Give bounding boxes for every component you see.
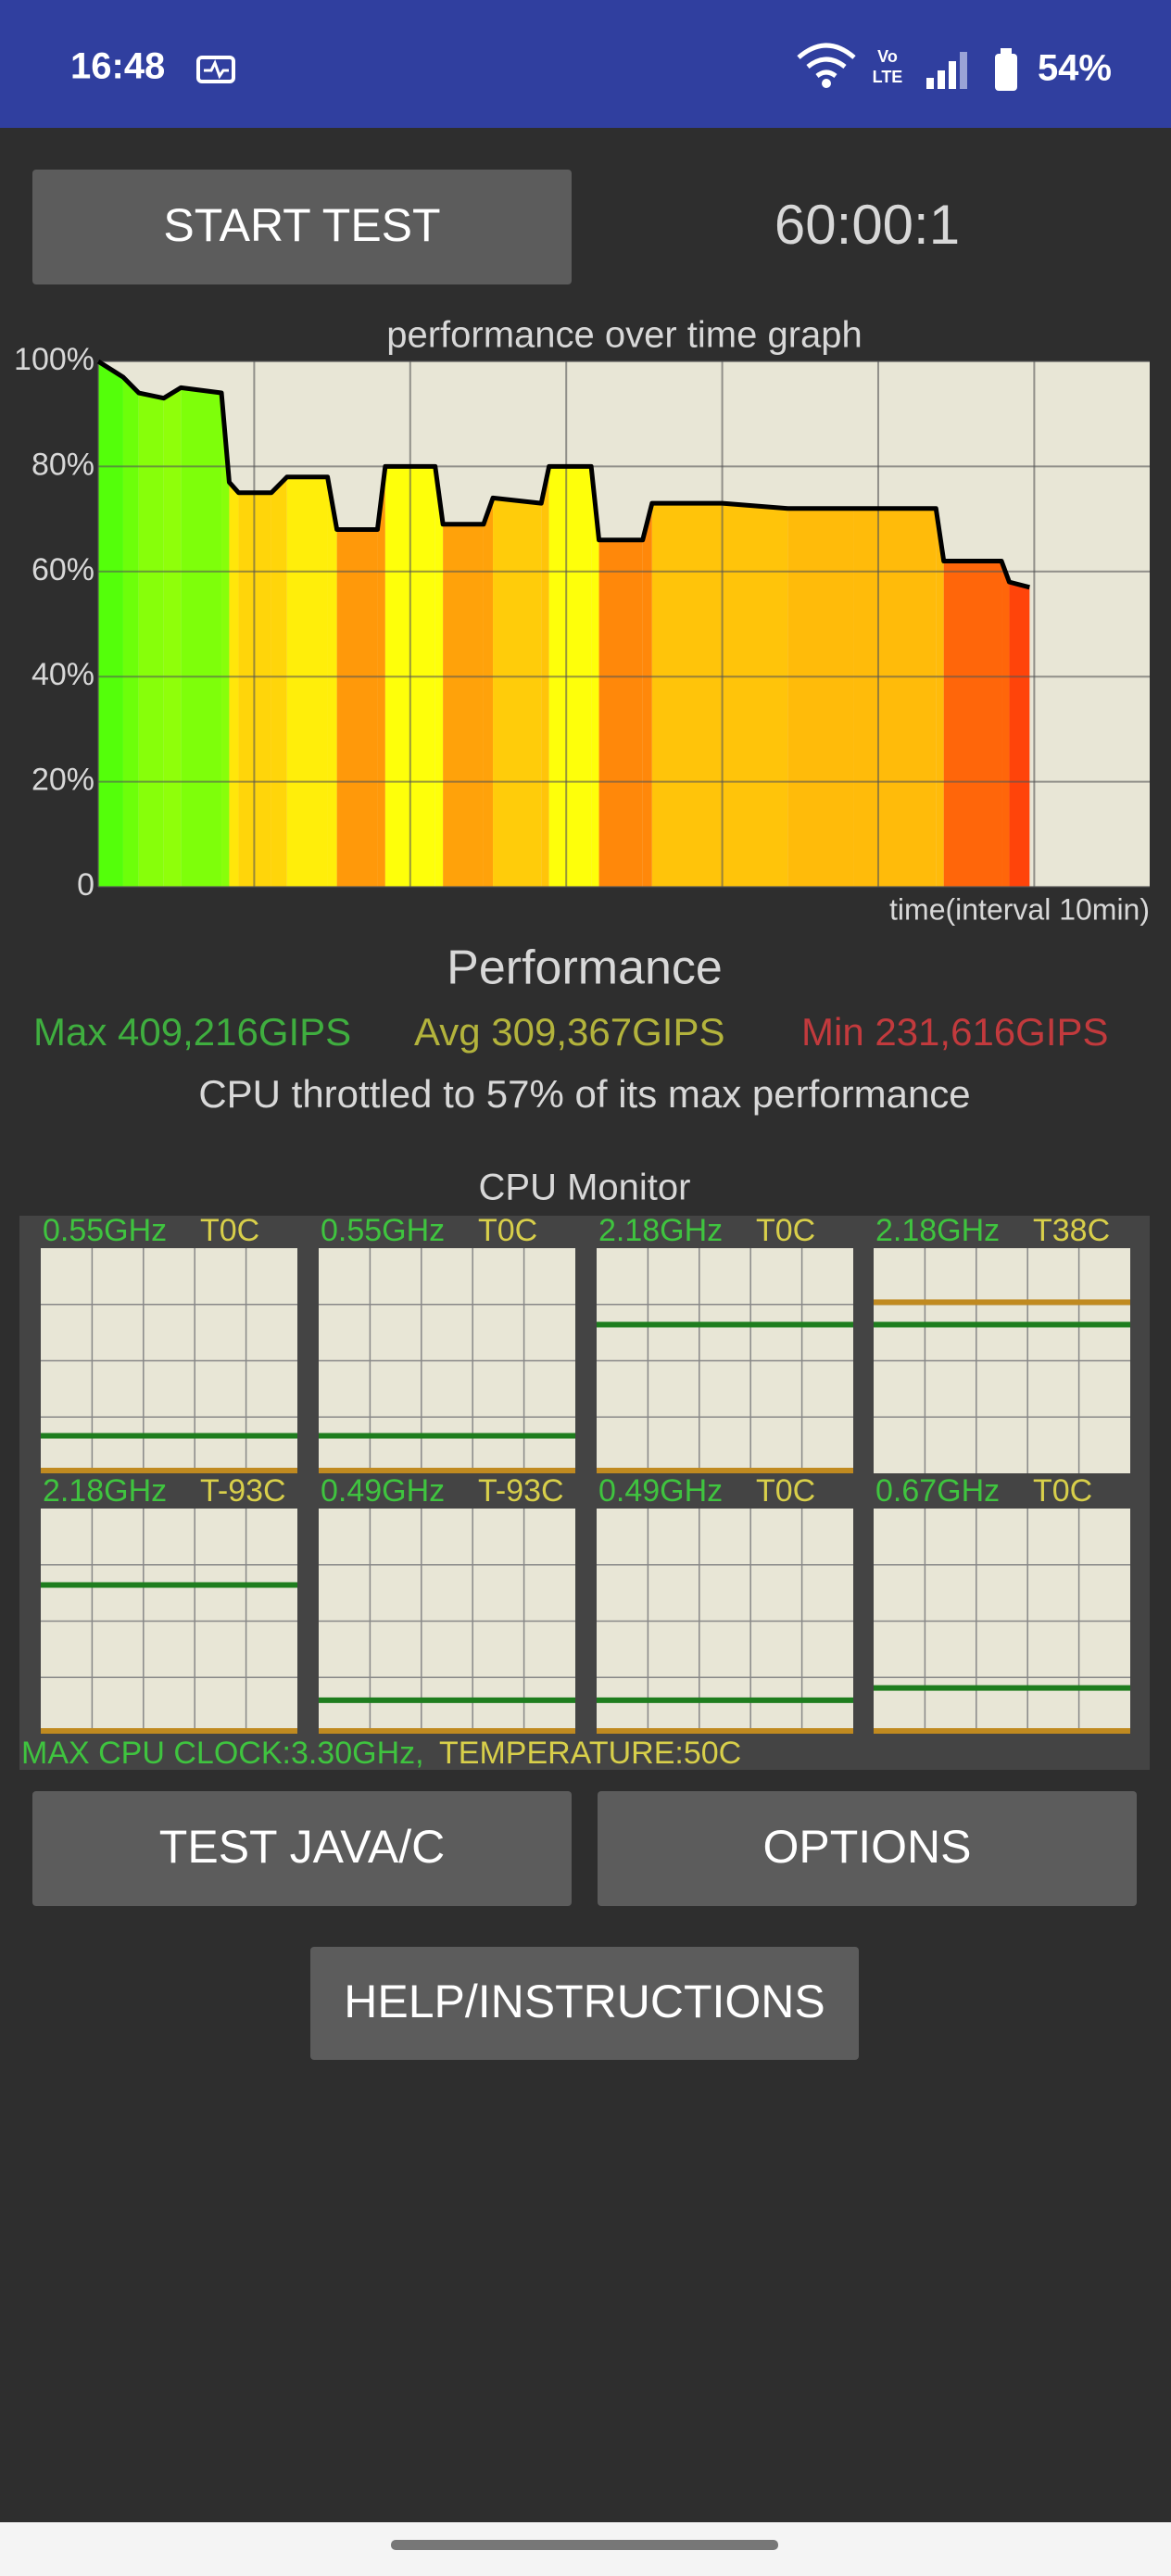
options-button[interactable] (598, 1791, 1137, 1906)
y-tick-label: 20% (31, 763, 94, 798)
graph-title: performance over time graph (386, 315, 863, 356)
wifi-icon (797, 43, 856, 79)
x-axis-label: time(interval 10min) (889, 892, 1150, 926)
performance-fill (642, 503, 652, 887)
cpu-monitor-title: CPU Monitor (479, 1168, 691, 1208)
volte-label: Vo (877, 47, 898, 66)
core-temperature: T0C (1033, 1473, 1092, 1509)
performance-fill (122, 377, 139, 887)
performance-fill (443, 524, 484, 887)
performance-line (96, 359, 1030, 590)
core-frequency: 0.49GHz (598, 1473, 723, 1509)
performance-fill (221, 393, 230, 887)
y-tick-label: 60% (31, 552, 94, 587)
core-frequency: 0.55GHz (43, 1213, 167, 1248)
performance-fill (722, 503, 788, 887)
avg-performance: Avg 309,367GIPS (414, 1010, 724, 1054)
wifi-dot (822, 79, 831, 88)
core-temperature: T-93C (200, 1473, 286, 1509)
core-frequency: 0.55GHz (321, 1213, 445, 1248)
min-performance: Min 231,616GIPS (801, 1010, 1109, 1054)
throttle-summary: CPU throttled to 57% of its max performa… (198, 1072, 970, 1116)
performance-fill (163, 387, 182, 888)
battery-tip (1001, 48, 1012, 55)
signal-bar (949, 61, 956, 89)
performance-fill (286, 476, 328, 887)
core-temperature: T0C (756, 1213, 815, 1248)
help-button[interactable] (310, 1947, 859, 2060)
max-performance: Max 409,216GIPS (33, 1010, 351, 1054)
core-temperature: T0C (200, 1213, 259, 1248)
performance-fill (943, 561, 1002, 887)
signal-bar (960, 52, 967, 89)
performance-fill (483, 498, 494, 887)
performance-title: Performance (447, 941, 723, 995)
performance-fill (1009, 582, 1030, 887)
battery-icon (995, 54, 1017, 91)
performance-fill (598, 539, 643, 887)
core-frequency: 2.18GHz (598, 1213, 723, 1248)
max-temperature: TEMPERATURE:50C (439, 1736, 741, 1771)
activity-icon (196, 56, 235, 83)
test-java-label[interactable]: TEST JAVA/C (159, 1821, 445, 1873)
help-label[interactable]: HELP/INSTRUCTIONS (344, 1976, 825, 2027)
core-temperature: T0C (478, 1213, 537, 1248)
start-button-label[interactable]: START TEST (163, 199, 440, 251)
performance-fill (229, 482, 239, 887)
cpu-cores: 0.55GHz T0C 0.55GHz T0C 2.18GHz T0C 2.18GHz T38… (41, 1213, 1130, 1734)
core-temperature: T-93C (478, 1473, 564, 1509)
core-frequency: 2.18GHz (43, 1473, 167, 1509)
performance-fill (271, 476, 287, 887)
lte-label: LTE (873, 68, 903, 86)
max-cpu-clock: MAX CPU CLOCK:3.30GHz, (21, 1736, 424, 1771)
battery-level: 54% (1038, 48, 1112, 89)
signal-bar (938, 70, 945, 89)
y-tick-label: 0 (77, 867, 94, 903)
performance-fill (327, 476, 337, 887)
core-frequency: 2.18GHz (875, 1213, 1000, 1248)
options-label[interactable]: OPTIONS (762, 1821, 971, 1873)
status-bar (0, 0, 1171, 128)
home-indicator[interactable] (391, 2540, 778, 2550)
performance-fill (936, 508, 944, 887)
y-tick-label: 80% (31, 447, 94, 482)
performance-fill (98, 361, 123, 887)
activity-pulse (204, 59, 229, 80)
clock: 16:48 (70, 46, 165, 87)
core-temperature: T0C (756, 1473, 815, 1509)
timer: 60:00:1 (774, 194, 960, 256)
y-tick-label: 40% (31, 657, 94, 692)
y-tick-label: 100% (14, 342, 94, 377)
core-frequency: 0.67GHz (875, 1473, 1000, 1509)
performance-graph: 0 20% 40% 60% 80% 100% (14, 342, 1150, 903)
performance-fill (1001, 561, 1010, 887)
performance-fill (651, 503, 723, 887)
performance-fill (493, 498, 542, 887)
performance-fill (138, 393, 164, 887)
core-temperature: T38C (1033, 1213, 1110, 1248)
core-frequency: 0.49GHz (321, 1473, 445, 1509)
performance-fill (336, 529, 378, 887)
performance-fill (853, 508, 937, 887)
performance-fill (181, 387, 222, 888)
start-button[interactable] (32, 170, 572, 284)
performance-fill (787, 508, 854, 887)
test-java-button[interactable] (32, 1791, 572, 1906)
signal-bar (926, 78, 934, 89)
